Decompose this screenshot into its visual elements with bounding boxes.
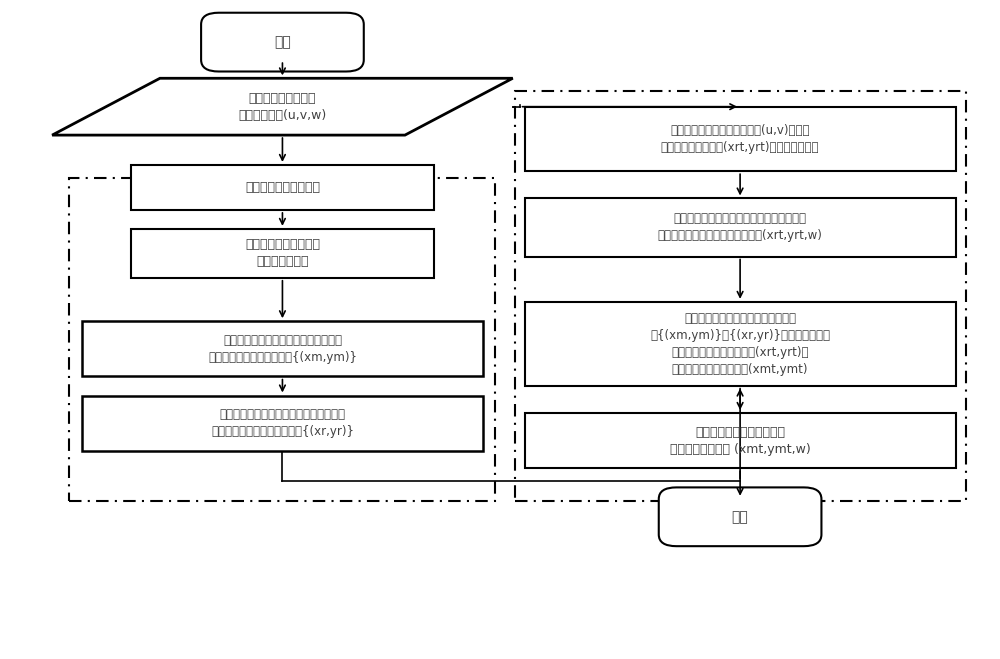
FancyBboxPatch shape: [201, 13, 364, 71]
Text: 开始: 开始: [274, 35, 291, 49]
Text: 将干涉仪测得面形误差分布的像素坐标转换
为虚拟参考球面上的横坐标，得到(xrt,yrt,w): 将干涉仪测得面形误差分布的像素坐标转换 为虚拟参考球面上的横坐标，得到(xrt,…: [658, 212, 823, 243]
Bar: [82, 322, 483, 376]
Bar: [524, 198, 956, 256]
FancyBboxPatch shape: [659, 488, 821, 546]
Bar: [524, 413, 956, 468]
Text: 建立测量系统光学模型: 建立测量系统光学模型: [245, 181, 320, 194]
Text: 输入补偿干涉测量的
面形误差分布(u,v,w): 输入补偿干涉测量的 面形误差分布(u,v,w): [238, 92, 327, 122]
Text: 标定干涉仪像面上的像素坐标(u,v)对应虚
拟参考球面上横坐标(xrt,yrt)的线性比例因子: 标定干涉仪像面上的像素坐标(u,v)对应虚 拟参考球面上横坐标(xrt,yrt)…: [661, 124, 819, 154]
Bar: [131, 229, 434, 277]
Text: 结束: 结束: [732, 510, 748, 524]
Bar: [515, 90, 966, 501]
Text: 光线追迹，获得入瞳坐标网格光线对应的
虚拟参考球面上交点的横坐标{(xr,yr)}: 光线追迹，获得入瞳坐标网格光线对应的 虚拟参考球面上交点的横坐标{(xr,yr)…: [211, 408, 354, 438]
Bar: [131, 165, 434, 210]
Text: 光线追迹，获得入瞳坐标网格光线对应
的被测镜面上交点的横坐标{(xm,ym)}: 光线追迹，获得入瞳坐标网格光线对应 的被测镜面上交点的横坐标{(xm,ym)}: [208, 334, 357, 364]
Text: 在与点光源共焦位置插
入虚拟参考球面: 在与点光源共焦位置插 入虚拟参考球面: [245, 239, 320, 268]
Text: 输出被测镜面上的横坐标对
应的面形误差分布 (xmt,ymt,w): 输出被测镜面上的横坐标对 应的面形误差分布 (xmt,ymt,w): [670, 426, 810, 455]
Text: 利用光线追迹得到的两个对应坐标点
集{(xm,ym)}和{(xr,yr)}进行网格插值，
得到虚拟参考球面上横坐标(xrt,yrt)对
应的被测镜面上的横坐标(: 利用光线追迹得到的两个对应坐标点 集{(xm,ym)}和{(xr,yr)}进行网…: [650, 312, 830, 376]
Bar: [524, 107, 956, 171]
Bar: [82, 395, 483, 451]
Polygon shape: [52, 78, 513, 135]
Bar: [69, 178, 495, 501]
Bar: [524, 302, 956, 386]
